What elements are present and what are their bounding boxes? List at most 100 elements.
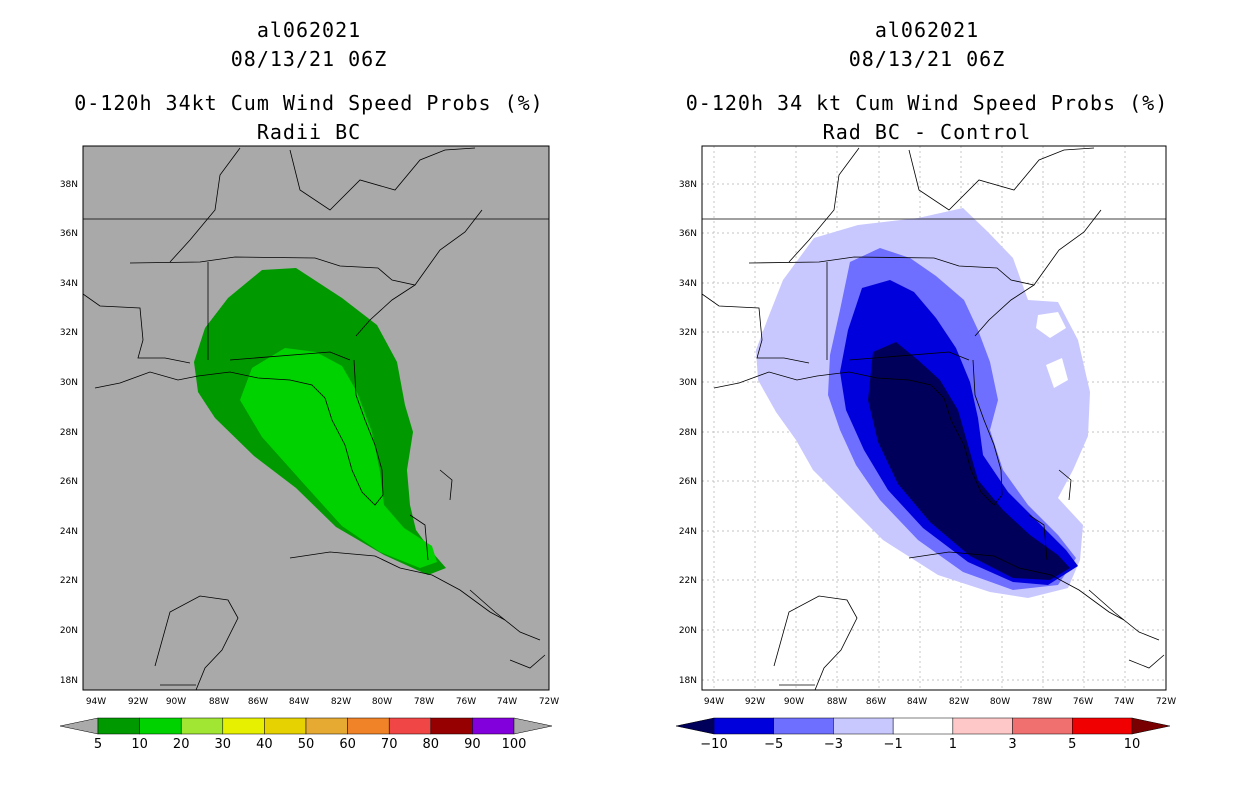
colorbar-label: −1 bbox=[884, 737, 903, 752]
colorbar-swatch bbox=[222, 717, 265, 735]
lon-label: 88W bbox=[209, 697, 229, 707]
colorbar-label: 5 bbox=[1068, 737, 1076, 752]
colorbar-label: 70 bbox=[381, 737, 398, 752]
colorbar-swatch bbox=[892, 717, 954, 735]
lon-label: 80W bbox=[372, 697, 392, 707]
lat-label: 32N bbox=[679, 328, 697, 338]
colorbar: −10 −5 −3 −1 1 3 5 10 bbox=[675, 717, 1171, 752]
lon-label: 88W bbox=[827, 697, 847, 707]
lon-label: 84W bbox=[907, 697, 927, 707]
colorbar-label: 20 bbox=[173, 737, 190, 752]
colorbar-label: 3 bbox=[1008, 737, 1016, 752]
colorbar-label: 60 bbox=[339, 737, 356, 752]
colorbar-label: −5 bbox=[764, 737, 783, 752]
colorbar-under-triangle bbox=[59, 717, 99, 735]
datetime-title: 08/13/21 06Z bbox=[230, 47, 388, 71]
colorbar-swatch bbox=[833, 717, 894, 735]
lon-label: 78W bbox=[414, 697, 434, 707]
lon-label: 74W bbox=[1114, 697, 1134, 707]
lon-label: 90W bbox=[784, 697, 804, 707]
lat-label: 18N bbox=[60, 676, 78, 686]
lon-label: 72W bbox=[1156, 697, 1176, 707]
lon-label: 92W bbox=[745, 697, 765, 707]
lon-label: 74W bbox=[497, 697, 517, 707]
lat-label: 34N bbox=[60, 279, 78, 289]
colorbar-swatch bbox=[139, 717, 182, 735]
lat-label: 34N bbox=[679, 279, 697, 289]
lon-label: 86W bbox=[248, 697, 268, 707]
lon-label: 92W bbox=[128, 697, 148, 707]
map-svg: 38N 36N 34N 32N 30N 28N 26N 24N 22N 20N … bbox=[675, 145, 1176, 752]
lon-label: 72W bbox=[539, 697, 559, 707]
colorbar-swatch bbox=[1012, 717, 1073, 735]
colorbar-label: 10 bbox=[1124, 737, 1141, 752]
colorbar-label: 50 bbox=[298, 737, 315, 752]
map-frame bbox=[701, 145, 1167, 691]
lat-label: 30N bbox=[679, 378, 697, 388]
lat-label: 24N bbox=[679, 527, 697, 537]
coastlines bbox=[83, 147, 549, 690]
colorbar-label: 1 bbox=[949, 737, 957, 752]
lat-label: 26N bbox=[60, 477, 78, 487]
datetime-title: 08/13/21 06Z bbox=[848, 47, 1006, 71]
lat-label: 38N bbox=[60, 180, 78, 190]
subtitle: Rad BC - Control bbox=[822, 120, 1032, 144]
colorbar-under-triangle bbox=[675, 717, 715, 735]
colorbar-label: 80 bbox=[423, 737, 440, 752]
lon-label: 94W bbox=[704, 697, 724, 707]
lon-label: 94W bbox=[86, 697, 106, 707]
probability-contours bbox=[194, 268, 446, 575]
lon-label: 86W bbox=[866, 697, 886, 707]
colorbar-label: 30 bbox=[215, 737, 232, 752]
colorbar-swatch bbox=[773, 717, 834, 735]
lat-label: 32N bbox=[60, 328, 78, 338]
map-frame bbox=[82, 145, 550, 691]
lat-label: 24N bbox=[60, 527, 78, 537]
colorbar-swatch bbox=[713, 717, 774, 735]
lat-label: 20N bbox=[679, 626, 697, 636]
panel-rad-bc-control: al062021 08/13/21 06Z 0-120h 34 kt Cum W… bbox=[618, 0, 1236, 800]
colorbar-swatch bbox=[180, 717, 224, 735]
lon-label: 76W bbox=[1073, 697, 1093, 707]
lat-label: 30N bbox=[60, 378, 78, 388]
lon-label: 76W bbox=[456, 697, 476, 707]
lon-label: 82W bbox=[949, 697, 969, 707]
colorbar-swatch bbox=[952, 717, 1013, 735]
difference-contours bbox=[756, 208, 1090, 598]
lon-label: 80W bbox=[990, 697, 1010, 707]
panel-radii-bc: al062021 08/13/21 06Z 0-120h 34kt Cum Wi… bbox=[59, 18, 559, 752]
storm-id-title: al062021 bbox=[256, 18, 362, 42]
lat-label: 38N bbox=[679, 180, 697, 190]
lat-label: 22N bbox=[679, 576, 697, 586]
lat-label: 28N bbox=[679, 428, 697, 438]
colorbar-swatch bbox=[388, 717, 432, 735]
lat-label: 28N bbox=[60, 428, 78, 438]
contour-10-20 bbox=[240, 348, 437, 568]
colorbar: 5 10 20 30 40 50 60 70 80 90 100 bbox=[59, 717, 553, 752]
coastlines bbox=[702, 147, 1166, 690]
colorbar-label: 10 bbox=[131, 737, 148, 752]
lon-label: 78W bbox=[1032, 697, 1052, 707]
colorbar-swatch bbox=[1072, 717, 1133, 735]
lat-label: 36N bbox=[60, 229, 78, 239]
colorbar-swatch bbox=[472, 717, 515, 735]
product-title: 0-120h 34 kt Cum Wind Speed Probs (%) bbox=[685, 91, 1169, 115]
colorbar-label: 90 bbox=[464, 737, 481, 752]
lat-label: 26N bbox=[679, 477, 697, 487]
colorbar-swatch bbox=[430, 717, 473, 735]
contour-hole bbox=[1046, 358, 1068, 388]
lat-label: 36N bbox=[679, 229, 697, 239]
storm-id-title: al062021 bbox=[874, 18, 980, 42]
lon-label: 84W bbox=[289, 697, 309, 707]
colorbar-label: 40 bbox=[256, 737, 273, 752]
colorbar-over-triangle bbox=[1131, 717, 1171, 735]
product-title: 0-120h 34kt Cum Wind Speed Probs (%) bbox=[74, 91, 544, 115]
lon-label: 90W bbox=[166, 697, 186, 707]
colorbar-swatch bbox=[264, 717, 307, 735]
colorbar-label: −10 bbox=[700, 737, 727, 752]
colorbar-swatch bbox=[97, 717, 140, 735]
map-svg: 38N 36N 34N 32N 30N 28N 26N 24N 22N 20N … bbox=[59, 145, 559, 752]
colorbar-swatch bbox=[347, 717, 390, 735]
contour-below-minus10 bbox=[868, 342, 1070, 580]
lat-label: 22N bbox=[60, 576, 78, 586]
